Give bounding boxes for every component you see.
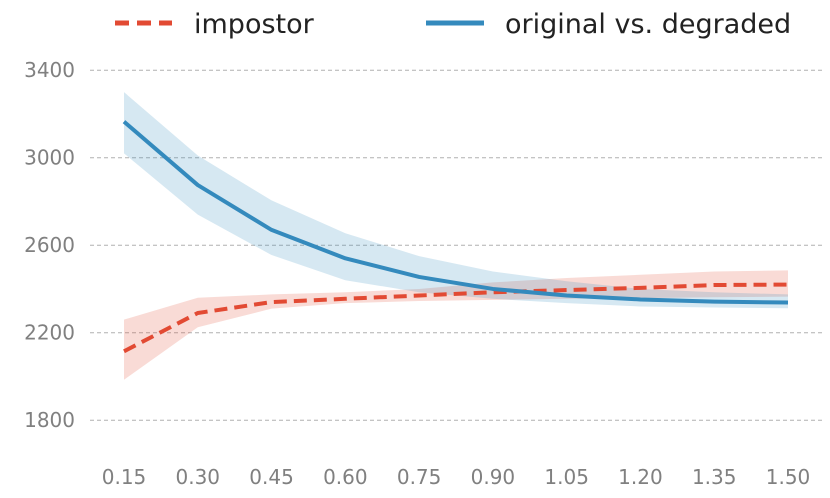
x-tick-label-0.30: 0.30 (176, 465, 221, 489)
y-tick-label-3000: 3000 (24, 146, 75, 170)
x-tick-label-0.60: 0.60 (323, 465, 368, 489)
legend-label-impostor: impostor (194, 9, 315, 40)
x-tick-label-1.05: 1.05 (544, 465, 589, 489)
y-tick-label-2200: 2200 (24, 321, 75, 345)
legend-label-original-vs-degraded: original vs. degraded (505, 9, 791, 40)
y-tick-labels: 1800 2200 2600 3000 3400 (24, 58, 75, 432)
x-tick-label-0.15: 0.15 (102, 465, 147, 489)
confidence-bands (124, 92, 788, 380)
legend: impostor original vs. degraded (115, 9, 791, 40)
x-tick-labels: 0.15 0.30 0.45 0.60 0.75 0.90 1.05 1.20 1.35 1.50 (102, 465, 811, 489)
x-tick-label-0.90: 0.90 (471, 465, 516, 489)
y-tick-label-3400: 3400 (24, 58, 75, 82)
x-tick-label-1.20: 1.20 (618, 465, 663, 489)
y-gridlines (90, 69, 822, 421)
x-tick-label-1.35: 1.35 (692, 465, 737, 489)
x-tick-label-0.75: 0.75 (397, 465, 442, 489)
x-tick-label-1.50: 1.50 (766, 465, 811, 489)
line-original-vs-degraded (122, 120, 789, 305)
y-tick-label-1800: 1800 (24, 408, 75, 432)
x-tick-label-0.45: 0.45 (249, 465, 294, 489)
line-impostor (123, 282, 789, 354)
band-original-vs-degraded (124, 92, 788, 309)
series-lines (122, 120, 789, 354)
y-tick-label-2600: 2600 (24, 233, 75, 257)
